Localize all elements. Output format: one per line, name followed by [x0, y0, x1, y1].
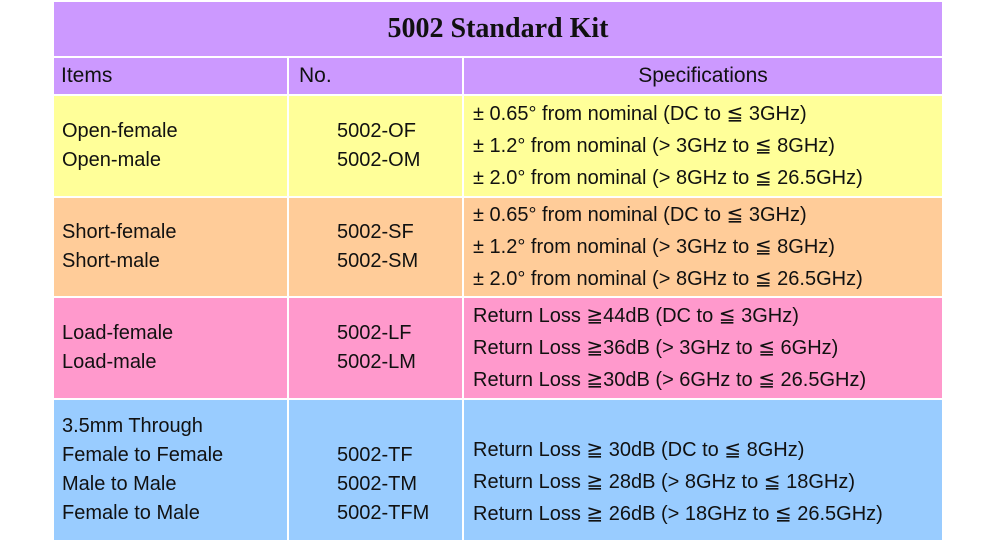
part-number: 5002-OF: [337, 120, 416, 142]
spec-line: ± 2.0° from nominal (> 8GHz to ≦ 26.5GHz…: [473, 167, 863, 189]
part-number: 5002-TM: [337, 472, 418, 495]
spec-line: Return Loss ≧36dB (> 3GHz to ≦ 6GHz): [473, 337, 839, 359]
part-number: 5002-OM: [337, 149, 421, 171]
items-cell: Load-female Load-male: [52, 296, 289, 400]
table-row-short: Short-female Short-male 5002-SF 5002-SM …: [52, 196, 944, 298]
part-number: 5002-TFM: [337, 501, 430, 524]
specifications-cell: ± 0.65° from nominal (DC to ≦ 3GHz) ± 1.…: [462, 196, 944, 298]
item-name: Open-female: [62, 120, 178, 142]
part-number-cell: 5002-LF 5002-LM: [287, 296, 464, 400]
item-name: Load-male: [62, 351, 157, 373]
item-name: Short-female: [62, 221, 177, 243]
item-name: Female to Male: [62, 502, 200, 524]
item-name: Male to Male: [62, 473, 177, 495]
spec-line: Return Loss ≧ 26dB (> 18GHz to ≦ 26.5GHz…: [473, 503, 883, 525]
part-number-cell: 5002-TF 5002-TM 5002-TFM: [287, 398, 464, 542]
items-cell: 3.5mm Through Female to Female Male to M…: [52, 398, 289, 542]
specifications-cell: Return Loss ≧44dB (DC to ≦ 3GHz) Return …: [462, 296, 944, 400]
spec-line: Return Loss ≧30dB (> 6GHz to ≦ 26.5GHz): [473, 369, 867, 391]
spec-line: ± 0.65° from nominal (DC to ≦ 3GHz): [473, 204, 807, 226]
item-name: 3.5mm Through: [62, 415, 203, 437]
part-number-cell: 5002-SF 5002-SM: [287, 196, 464, 298]
spec-line: ± 0.65° from nominal (DC to ≦ 3GHz): [473, 103, 807, 125]
part-number-cell: 5002-OF 5002-OM: [287, 94, 464, 198]
table-row-load: Load-female Load-male 5002-LF 5002-LM Re…: [52, 296, 944, 400]
part-number: 5002-LM: [337, 351, 416, 373]
part-number: 5002-SM: [337, 250, 419, 272]
title-row: 5002 Standard Kit: [52, 0, 944, 58]
specifications-cell: Return Loss ≧ 30dB (DC to ≦ 8GHz) Return…: [462, 398, 944, 542]
part-number: 5002-TF: [337, 443, 413, 466]
table-title: 5002 Standard Kit: [52, 0, 944, 58]
part-number: 5002-LF: [337, 322, 412, 344]
item-name: Female to Female: [62, 444, 224, 466]
table-row-through: 3.5mm Through Female to Female Male to M…: [52, 398, 944, 542]
part-number: 5002-SF: [337, 221, 414, 243]
header-items: Items: [52, 56, 289, 96]
standard-kit-table: 5002 Standard Kit Items No. Specificatio…: [52, 0, 944, 542]
table-row-open: Open-female Open-male 5002-OF 5002-OM ± …: [52, 94, 944, 198]
item-name: Short-male: [62, 250, 160, 272]
header-no: No.: [287, 56, 464, 96]
spec-line: Return Loss ≧ 28dB (> 8GHz to ≦ 18GHz): [473, 471, 856, 493]
spec-line: Return Loss ≧ 30dB (DC to ≦ 8GHz): [473, 439, 805, 461]
header-row: Items No. Specifications: [52, 56, 944, 96]
items-cell: Short-female Short-male: [52, 196, 289, 298]
spec-line: ± 1.2° from nominal (> 3GHz to ≦ 8GHz): [473, 135, 835, 157]
spec-line: Return Loss ≧44dB (DC to ≦ 3GHz): [473, 305, 799, 327]
item-name: Open-male: [62, 149, 161, 171]
spec-line: ± 1.2° from nominal (> 3GHz to ≦ 8GHz): [473, 236, 835, 258]
spec-line: ± 2.0° from nominal (> 8GHz to ≦ 26.5GHz…: [473, 268, 863, 290]
specifications-cell: ± 0.65° from nominal (DC to ≦ 3GHz) ± 1.…: [462, 94, 944, 198]
header-specifications: Specifications: [462, 56, 944, 96]
items-cell: Open-female Open-male: [52, 94, 289, 198]
item-name: Load-female: [62, 322, 174, 344]
